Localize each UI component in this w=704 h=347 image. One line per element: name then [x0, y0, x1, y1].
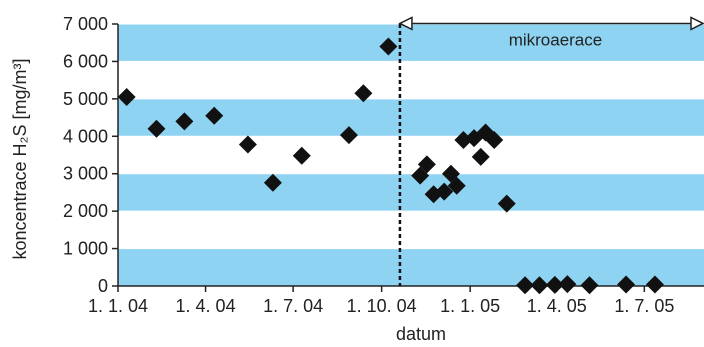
y-tick-label: 6 000: [63, 51, 108, 71]
y-tick-label: 1 000: [63, 239, 108, 259]
data-point: [580, 276, 599, 295]
x-tick-label: 1. 1. 04: [88, 296, 148, 316]
x-axis-ticks: 1. 1. 04 1. 4. 04 1. 7. 04 1. 10. 04 1. 1. 0…: [88, 286, 674, 316]
background-band: [118, 173, 704, 212]
background-band: [118, 98, 704, 137]
background-band: [118, 24, 704, 62]
y-axis-ticks: 0 1 000 2 000 3 000 4 000 5 000 6 000 7 000: [63, 14, 118, 296]
annotation-label: mikroaerace: [509, 30, 603, 49]
data-point: [339, 126, 358, 145]
x-tick-label: 1. 7. 04: [263, 296, 323, 316]
background-bands: [118, 24, 704, 286]
data-point: [417, 155, 436, 174]
y-axis-title: koncentrace H₂S [mg/m³]: [10, 58, 30, 259]
y-tick-label: 3 000: [63, 164, 108, 184]
data-point: [147, 119, 166, 138]
data-point: [485, 131, 504, 150]
x-tick-label: 1. 7. 05: [614, 296, 674, 316]
data-point: [175, 112, 194, 131]
horizontal-lines: [118, 23, 704, 287]
data-point: [435, 182, 454, 201]
data-point: [263, 173, 282, 192]
annotation-left-arrowhead: [398, 16, 413, 31]
data-point: [558, 275, 577, 294]
data-point: [516, 276, 535, 295]
data-point: [497, 194, 516, 213]
y-tick-label: 0: [98, 276, 108, 296]
data-point: [545, 275, 564, 294]
data-point: [617, 275, 636, 294]
x-tick-label: 1. 4. 05: [527, 296, 587, 316]
microaeration-annotation: mikroaerace: [398, 16, 704, 49]
data-point: [292, 146, 311, 165]
y-tick-label: 2 000: [63, 201, 108, 221]
y-tick-label: 4 000: [63, 126, 108, 146]
data-point: [645, 275, 664, 294]
x-tick-label: 1. 10. 04: [347, 296, 417, 316]
background-band: [118, 248, 704, 286]
data-point: [471, 147, 490, 166]
data-point: [238, 135, 257, 154]
y-tick-label: 7 000: [63, 14, 108, 34]
y-tick-label: 5 000: [63, 89, 108, 109]
data-points: [117, 37, 664, 295]
annotation-right-arrowhead: [690, 16, 704, 31]
x-tick-label: 1. 1. 05: [440, 296, 500, 316]
data-point: [117, 87, 136, 106]
x-tick-label: 1. 4. 04: [176, 296, 236, 316]
data-point: [354, 84, 373, 103]
x-axis-title: datum: [396, 324, 446, 344]
data-point: [530, 276, 549, 295]
data-point: [205, 106, 224, 125]
data-point: [447, 176, 466, 195]
data-point: [379, 37, 398, 56]
